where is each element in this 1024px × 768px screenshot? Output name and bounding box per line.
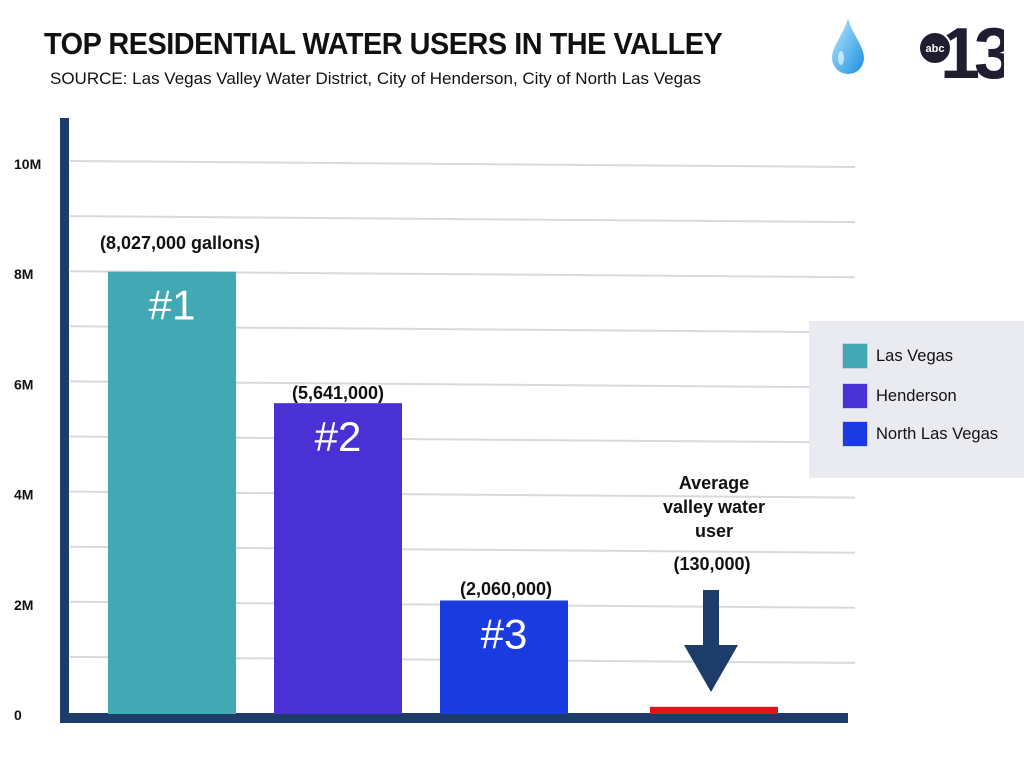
x-axis bbox=[60, 713, 848, 723]
legend-swatch bbox=[842, 383, 868, 409]
bar-1 bbox=[108, 271, 236, 714]
annotation-text: valley water bbox=[663, 497, 765, 517]
bar-2 bbox=[274, 403, 402, 714]
svg-text:abc: abc bbox=[926, 43, 945, 55]
y-tick-label: 4M bbox=[14, 487, 33, 503]
bar-rank-label: #3 bbox=[481, 610, 528, 657]
legend-item-las-vegas: Las Vegas bbox=[842, 343, 953, 369]
abc13-logo: 13 abc bbox=[918, 16, 1004, 82]
down-arrow-icon bbox=[684, 590, 738, 692]
data-label: (8,027,000 gallons) bbox=[100, 233, 260, 253]
legend-item-north-las-vegas: North Las Vegas bbox=[842, 421, 998, 447]
gridline bbox=[69, 215, 856, 224]
annotation-text: Average bbox=[679, 473, 749, 493]
gridline bbox=[69, 160, 856, 168]
bar-4 bbox=[650, 706, 778, 714]
data-label: (5,641,000) bbox=[292, 383, 384, 403]
y-tick-label: 8M bbox=[14, 266, 33, 282]
chart-source: SOURCE: Las Vegas Valley Water District,… bbox=[50, 69, 701, 88]
legend-label: Las Vegas bbox=[876, 346, 954, 365]
chart-title: TOP RESIDENTIAL WATER USERS IN THE VALLE… bbox=[44, 26, 723, 61]
legend: Las Vegas Henderson North Las Vegas bbox=[809, 321, 1024, 478]
legend-swatch bbox=[842, 343, 868, 369]
bar-3 bbox=[440, 600, 568, 714]
legend-label: North Las Vegas bbox=[876, 424, 998, 443]
legend-swatch bbox=[842, 421, 868, 447]
bar-rank-label: #1 bbox=[149, 282, 196, 329]
y-tick-label: 0 bbox=[14, 707, 22, 723]
y-tick-label: 10M bbox=[14, 156, 41, 172]
y-axis bbox=[60, 118, 69, 723]
y-tick-label: 2M bbox=[14, 597, 33, 613]
data-label: (2,060,000) bbox=[460, 579, 552, 599]
data-label: (130,000) bbox=[673, 554, 750, 574]
annotation-text: user bbox=[695, 521, 733, 541]
y-tick-label: 6M bbox=[14, 376, 33, 392]
bar-rank-label: #2 bbox=[315, 413, 362, 460]
water-drop-icon bbox=[832, 18, 864, 74]
legend-label: Henderson bbox=[876, 386, 957, 405]
legend-item-henderson: Henderson bbox=[842, 383, 957, 409]
